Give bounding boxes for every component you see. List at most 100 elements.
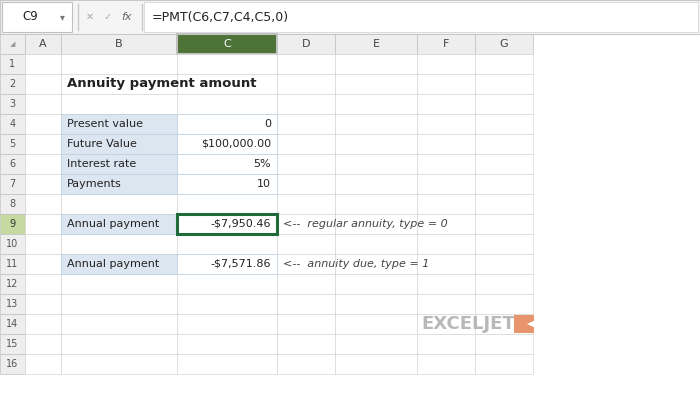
Bar bbox=[335, 74, 417, 94]
Text: $100,000.00: $100,000.00 bbox=[201, 139, 271, 149]
Bar bbox=[25, 294, 61, 314]
Bar bbox=[475, 294, 533, 314]
Bar bbox=[277, 214, 335, 234]
Text: B: B bbox=[116, 39, 122, 49]
Text: 14: 14 bbox=[6, 319, 19, 329]
Bar bbox=[335, 294, 417, 314]
Bar bbox=[335, 354, 417, 374]
Bar bbox=[177, 174, 277, 194]
Bar bbox=[0, 114, 25, 134]
Bar bbox=[475, 54, 533, 74]
Bar bbox=[177, 214, 277, 234]
Text: G: G bbox=[500, 39, 508, 49]
Text: C9: C9 bbox=[22, 10, 38, 24]
Bar bbox=[335, 174, 417, 194]
Bar bbox=[335, 54, 417, 74]
Bar bbox=[475, 194, 533, 214]
Text: EXCELJET: EXCELJET bbox=[421, 315, 514, 333]
Bar bbox=[177, 254, 277, 274]
Bar bbox=[277, 274, 335, 294]
Bar bbox=[277, 114, 335, 134]
Bar bbox=[177, 234, 277, 254]
Bar bbox=[0, 254, 25, 274]
Bar bbox=[335, 214, 417, 234]
Bar bbox=[417, 154, 475, 174]
Bar bbox=[0, 0, 700, 34]
Text: F: F bbox=[443, 39, 449, 49]
Bar bbox=[475, 274, 533, 294]
Text: Annuity payment amount: Annuity payment amount bbox=[67, 78, 256, 90]
Bar bbox=[417, 334, 475, 354]
Bar bbox=[0, 354, 25, 374]
Bar bbox=[177, 174, 277, 194]
Bar bbox=[0, 214, 25, 234]
Bar bbox=[25, 174, 61, 194]
Bar bbox=[177, 214, 277, 234]
Bar bbox=[61, 294, 177, 314]
Bar bbox=[61, 354, 177, 374]
Bar bbox=[475, 254, 533, 274]
Bar bbox=[177, 54, 277, 74]
Bar bbox=[475, 114, 533, 134]
Bar bbox=[177, 34, 277, 54]
Text: 16: 16 bbox=[6, 359, 19, 369]
Bar bbox=[61, 134, 177, 154]
Text: 13: 13 bbox=[6, 299, 19, 309]
Bar bbox=[61, 214, 177, 234]
Text: Future Value: Future Value bbox=[67, 139, 137, 149]
Text: ✕: ✕ bbox=[86, 12, 94, 22]
Bar bbox=[61, 254, 177, 274]
Bar bbox=[61, 234, 177, 254]
Bar bbox=[25, 134, 61, 154]
Bar bbox=[475, 34, 533, 54]
Bar bbox=[177, 254, 277, 274]
Bar bbox=[177, 134, 277, 154]
Bar bbox=[61, 174, 177, 194]
Bar bbox=[417, 314, 475, 334]
Bar bbox=[61, 214, 177, 234]
Text: Present value: Present value bbox=[67, 119, 143, 129]
Bar bbox=[475, 174, 533, 194]
Bar bbox=[61, 154, 177, 174]
Bar bbox=[277, 134, 335, 154]
Bar bbox=[61, 34, 177, 54]
Bar bbox=[417, 254, 475, 274]
Text: ✓: ✓ bbox=[104, 12, 112, 22]
Text: 12: 12 bbox=[6, 279, 19, 289]
Bar bbox=[61, 334, 177, 354]
Bar bbox=[417, 354, 475, 374]
Text: Annual payment: Annual payment bbox=[67, 219, 160, 229]
Bar bbox=[61, 94, 177, 114]
Bar bbox=[25, 314, 61, 334]
Bar bbox=[475, 154, 533, 174]
Text: 1: 1 bbox=[9, 59, 15, 69]
Bar bbox=[417, 214, 475, 234]
Bar bbox=[335, 314, 417, 334]
Bar bbox=[335, 154, 417, 174]
Text: A: A bbox=[39, 39, 47, 49]
Bar bbox=[277, 54, 335, 74]
Bar bbox=[277, 354, 335, 374]
Bar bbox=[475, 134, 533, 154]
Bar bbox=[0, 274, 25, 294]
Bar bbox=[417, 174, 475, 194]
Bar bbox=[25, 154, 61, 174]
Bar bbox=[475, 74, 533, 94]
Bar bbox=[417, 34, 475, 54]
Bar bbox=[0, 334, 25, 354]
Bar bbox=[277, 174, 335, 194]
Text: 5: 5 bbox=[9, 139, 15, 149]
Text: ▾: ▾ bbox=[60, 12, 64, 22]
Text: Annual payment: Annual payment bbox=[67, 259, 160, 269]
Text: 11: 11 bbox=[6, 259, 19, 269]
Text: 5%: 5% bbox=[253, 159, 271, 169]
Text: 7: 7 bbox=[9, 179, 15, 189]
Text: D: D bbox=[302, 39, 310, 49]
Bar bbox=[417, 74, 475, 94]
Bar bbox=[177, 274, 277, 294]
Bar bbox=[475, 314, 533, 334]
Bar bbox=[475, 214, 533, 234]
Bar bbox=[25, 194, 61, 214]
Text: Interest rate: Interest rate bbox=[67, 159, 136, 169]
Bar bbox=[177, 114, 277, 134]
